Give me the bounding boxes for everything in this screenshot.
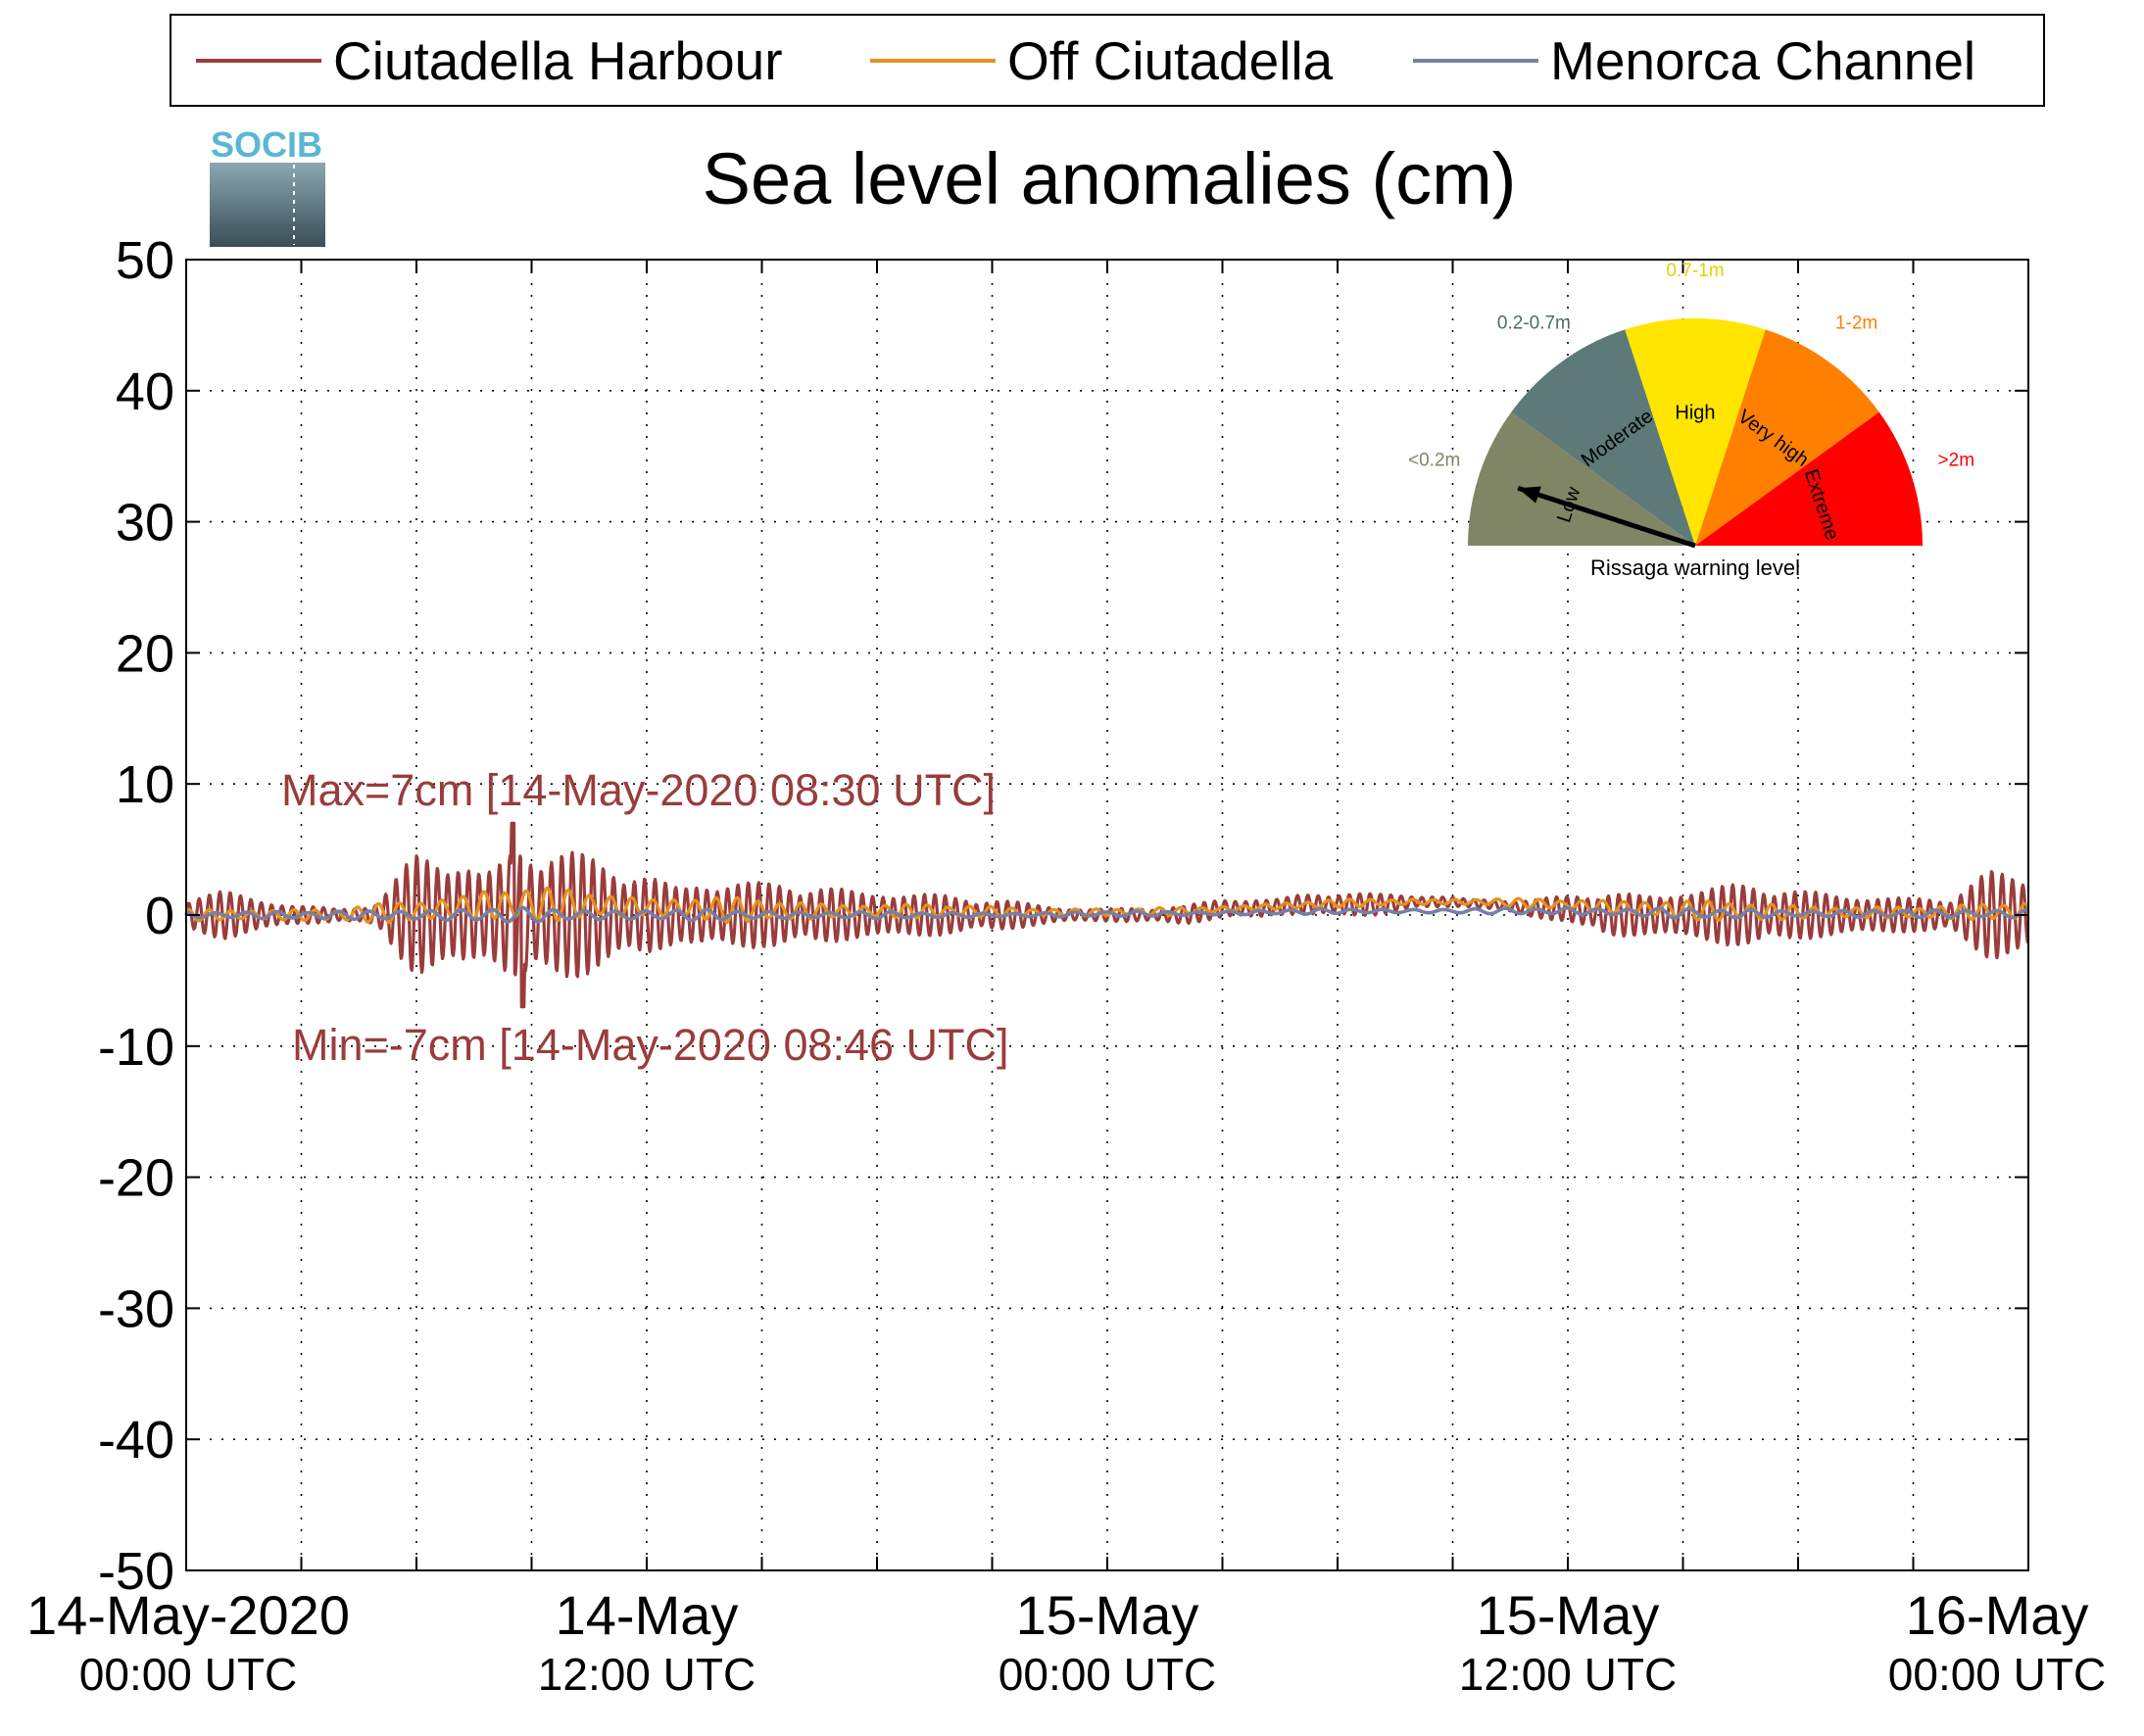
x-tick-label: 14-May-2020 — [26, 1584, 350, 1646]
gauge-range-label: >2m — [1938, 451, 1975, 471]
x-tick-label: 14-May — [556, 1584, 739, 1646]
x-tick-label: 15-May — [1477, 1584, 1660, 1646]
x-tick-label-time: 00:00 UTC — [1888, 1649, 2106, 1700]
x-tick-label-time: 12:00 UTC — [1459, 1649, 1677, 1700]
series-line-off-ciutadella — [184, 886, 2030, 925]
y-tick-label: -10 — [98, 1018, 174, 1077]
x-tick-label: 16-May — [1906, 1584, 2089, 1646]
series-line-ciutadella-harbour — [184, 821, 2029, 1009]
y-tick-label: 20 — [116, 624, 174, 683]
series-layer — [184, 821, 2030, 1009]
logo-text: SOCIB — [211, 124, 322, 165]
gauge-sector-moderate — [1511, 329, 1695, 546]
gauge-sector-extreme — [1695, 411, 1923, 546]
y-tick-label: 40 — [116, 362, 174, 421]
gauge-level-label: High — [1675, 403, 1715, 424]
x-tick-label-time: 12:00 UTC — [538, 1649, 755, 1700]
y-tick-label: -30 — [98, 1279, 174, 1338]
gauge-range-label: 1-2m — [1835, 313, 1877, 334]
gauge-range-label: <0.2m — [1408, 451, 1460, 471]
y-tick-label: 0 — [145, 887, 174, 945]
y-tick-label: -40 — [98, 1411, 174, 1470]
y-tick-label: 30 — [116, 494, 174, 553]
legend: Ciutadella Harbour Off Ciutadella Menorc… — [170, 14, 2045, 107]
y-tick-label: -50 — [98, 1542, 174, 1601]
gauge-sector-high — [1625, 318, 1766, 546]
x-tick-label-time: 00:00 UTC — [999, 1649, 1216, 1700]
gauge-range-label: 0.2-0.7m — [1497, 313, 1571, 334]
max-annotation: Max=7cm [14-May-2020 08:30 UTC] — [281, 765, 996, 815]
axis-ticks — [185, 259, 2029, 1571]
gauge-title: Rissaga warning level — [1590, 555, 1800, 580]
y-tick-label: -20 — [98, 1149, 174, 1208]
min-annotation: Min=-7cm [14-May-2020 08:46 UTC] — [292, 1020, 1009, 1070]
gauge-sector-low — [1468, 411, 1695, 546]
logo-block — [210, 163, 325, 247]
legend-label-off-ciutadella: Off Ciutadella — [1007, 30, 1334, 91]
y-axis: 50 40 30 20 10 0 -10 -20 -30 -40 -50 — [98, 231, 174, 1601]
gauge-range-label: 0.7-1m — [1666, 261, 1724, 281]
chart-title: Sea level anomalies (cm) — [703, 138, 1517, 219]
x-tick-label-time: 00:00 UTC — [79, 1649, 297, 1700]
gauge-needle-head — [1518, 486, 1541, 504]
y-tick-label: 10 — [116, 755, 174, 814]
legend-label-menorca-channel: Menorca Channel — [1550, 30, 1975, 91]
gauge-needle — [1517, 485, 1696, 549]
legend-label-ciutadella-harbour: Ciutadella Harbour — [333, 30, 783, 91]
legend-frame — [170, 14, 2045, 107]
gauge-sector-very-high — [1695, 329, 1879, 546]
y-tick-label: 50 — [116, 231, 174, 290]
series-line-menorca-channel — [185, 905, 2029, 924]
socib-logo: SOCIB — [210, 124, 325, 247]
x-tick-label: 15-May — [1016, 1584, 1199, 1646]
